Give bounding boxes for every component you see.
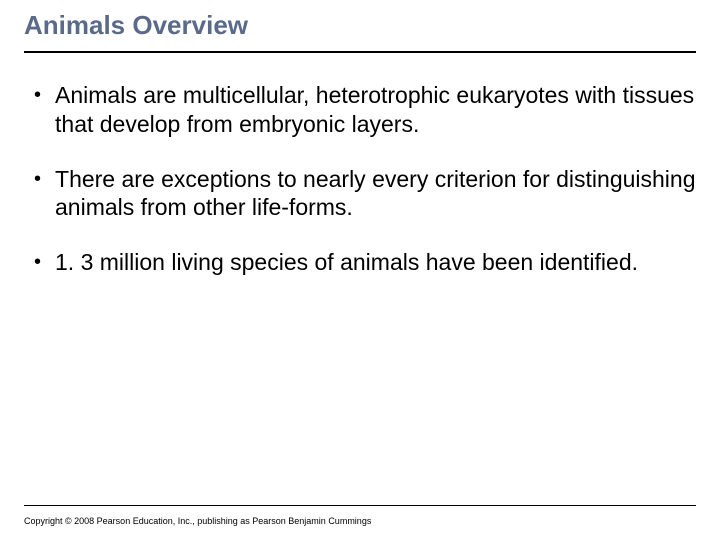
footer-divider [24, 505, 696, 506]
list-item: • There are exceptions to nearly every c… [34, 165, 696, 223]
bullet-text: There are exceptions to nearly every cri… [55, 165, 696, 223]
slide: Animals Overview • Animals are multicell… [0, 0, 720, 540]
page-title: Animals Overview [24, 10, 696, 41]
list-item: • 1. 3 million living species of animals… [34, 248, 696, 277]
copyright-text: Copyright © 2008 Pearson Education, Inc.… [24, 516, 371, 526]
bullet-icon: • [34, 83, 41, 108]
bullet-text: 1. 3 million living species of animals h… [55, 248, 696, 277]
bullet-icon: • [34, 250, 41, 275]
bullet-icon: • [34, 167, 41, 192]
bullet-list: • Animals are multicellular, heterotroph… [24, 81, 696, 277]
title-divider [24, 51, 696, 53]
bullet-text: Animals are multicellular, heterotrophic… [55, 81, 696, 139]
list-item: • Animals are multicellular, heterotroph… [34, 81, 696, 139]
